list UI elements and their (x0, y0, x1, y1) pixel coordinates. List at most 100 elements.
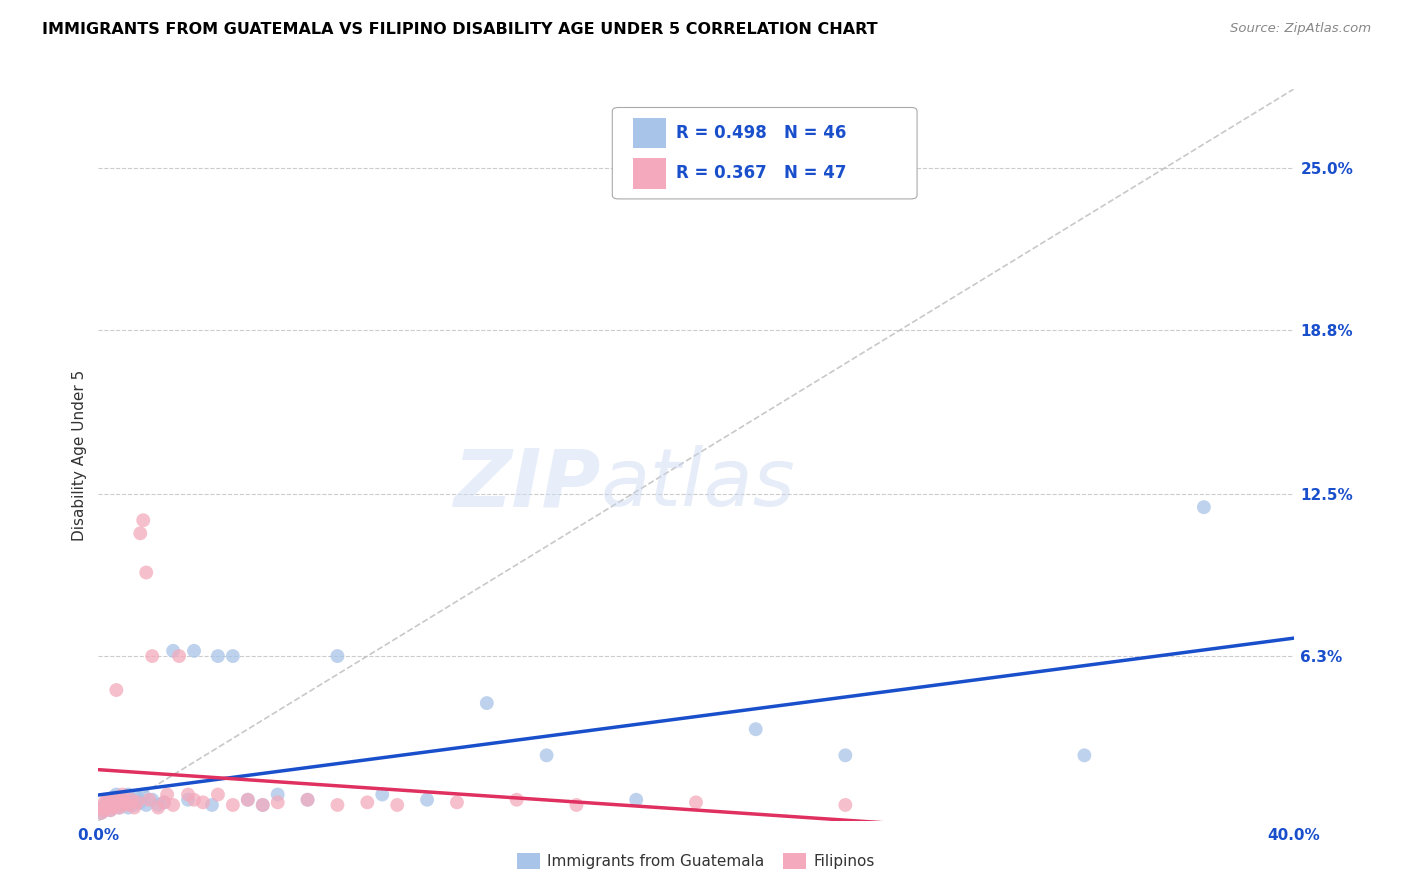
Point (96, 793, 118, 807)
Point (93, 803, 115, 817)
Point (183, 793, 205, 807)
Y-axis label: Disability Age Under 5: Disability Age Under 5 (72, 369, 87, 541)
Point (117, 800, 139, 814)
Bar (633, 118, 666, 148)
Point (371, 788, 394, 802)
Point (148, 800, 170, 814)
Point (108, 800, 131, 814)
Point (252, 797, 274, 812)
Point (93, 803, 115, 817)
Point (103, 793, 125, 807)
Point (100, 803, 122, 817)
Point (685, 796, 707, 810)
Point (96, 800, 118, 814)
Point (297, 793, 319, 807)
Point (252, 797, 274, 812)
Point (536, 748, 558, 763)
Point (138, 793, 160, 807)
Point (105, 683, 128, 698)
Point (153, 796, 176, 810)
Point (96, 800, 118, 814)
Text: IMMIGRANTS FROM GUATEMALA VS FILIPINO DISABILITY AGE UNDER 5 CORRELATION CHART: IMMIGRANTS FROM GUATEMALA VS FILIPINO DI… (42, 22, 877, 37)
Point (177, 793, 200, 807)
Point (1073, 748, 1095, 763)
Point (90, 805, 112, 820)
Point (222, 797, 245, 812)
Point (108, 800, 131, 814)
Point (111, 797, 134, 812)
Point (183, 644, 205, 658)
Point (114, 796, 136, 810)
Point (201, 797, 224, 812)
Point (103, 800, 125, 814)
Point (114, 796, 136, 810)
Point (127, 790, 149, 805)
Text: R = 0.498   N = 46: R = 0.498 N = 46 (676, 124, 846, 142)
Point (135, 566, 157, 580)
Point (167, 649, 190, 664)
Point (626, 793, 648, 807)
Point (207, 649, 229, 664)
Point (117, 797, 139, 812)
Point (103, 800, 125, 814)
Point (446, 796, 468, 810)
Point (93, 796, 115, 810)
Legend: Immigrants from Guatemala, Filipinos: Immigrants from Guatemala, Filipinos (510, 847, 882, 875)
Bar (633, 158, 666, 189)
Point (416, 793, 439, 807)
Text: Source: ZipAtlas.com: Source: ZipAtlas.com (1230, 22, 1371, 36)
FancyBboxPatch shape (613, 108, 917, 199)
Point (141, 793, 163, 807)
Point (124, 800, 146, 814)
Point (127, 796, 149, 810)
Point (148, 797, 170, 812)
Point (326, 649, 349, 664)
Point (267, 788, 290, 802)
Point (135, 797, 157, 812)
Point (222, 649, 245, 664)
Point (191, 796, 214, 810)
Point (100, 793, 122, 807)
Point (108, 793, 131, 807)
Point (834, 797, 856, 812)
Point (100, 797, 122, 812)
Point (156, 788, 179, 802)
Point (105, 788, 128, 802)
Point (105, 797, 128, 812)
Point (162, 644, 184, 658)
Point (475, 696, 498, 710)
Text: R = 0.367   N = 47: R = 0.367 N = 47 (676, 164, 846, 182)
Point (132, 788, 155, 802)
Point (834, 748, 856, 763)
Point (207, 788, 229, 802)
Point (297, 793, 319, 807)
Point (96, 796, 118, 810)
Point (141, 649, 163, 664)
Point (356, 796, 378, 810)
Point (111, 793, 134, 807)
Text: atlas: atlas (600, 445, 796, 524)
Point (745, 723, 768, 737)
Text: ZIP: ZIP (453, 445, 600, 524)
Point (124, 797, 146, 812)
Point (236, 793, 259, 807)
Point (162, 797, 184, 812)
Point (385, 797, 409, 812)
Point (153, 796, 176, 810)
Point (111, 788, 134, 802)
Point (90, 805, 112, 820)
Point (565, 797, 588, 812)
Point (103, 790, 125, 805)
Point (120, 793, 142, 807)
Point (506, 793, 529, 807)
Point (132, 513, 155, 527)
Point (129, 526, 152, 541)
Point (236, 793, 259, 807)
Point (129, 796, 152, 810)
Point (117, 788, 139, 802)
Point (267, 796, 290, 810)
Point (90, 800, 112, 814)
Point (111, 797, 134, 812)
Point (100, 803, 122, 817)
Point (93, 797, 115, 812)
